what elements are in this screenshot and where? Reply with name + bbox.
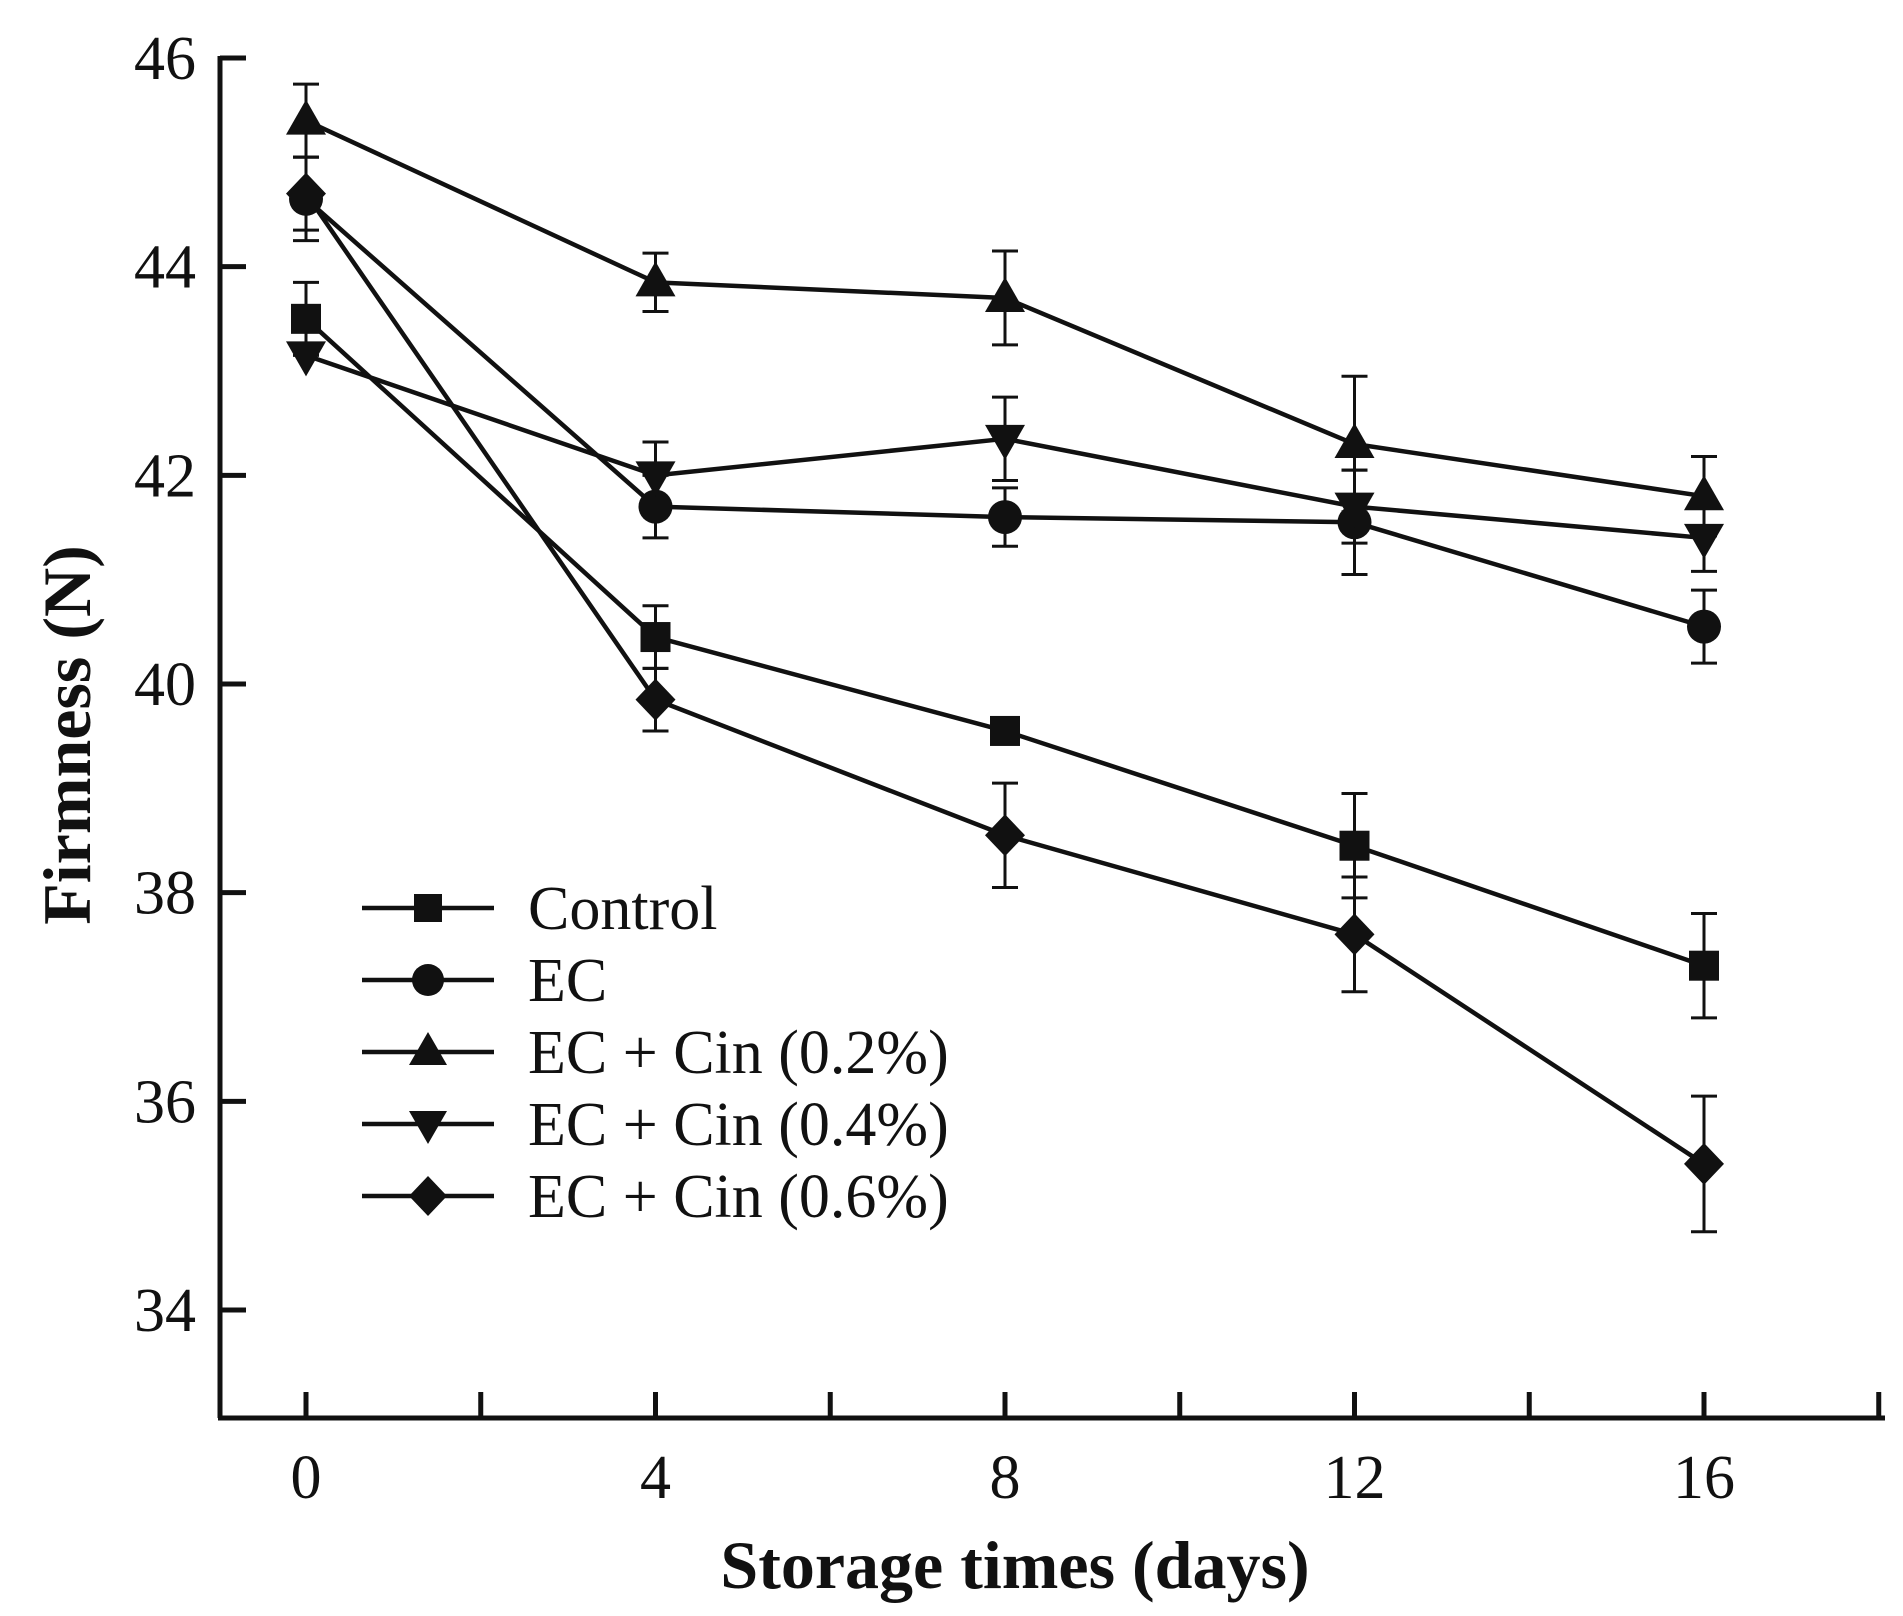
data-point-control-12 — [1339, 830, 1370, 861]
data-point-control-0 — [291, 303, 321, 334]
data-point-ec-4 — [638, 489, 673, 524]
data-point-ec-8 — [988, 500, 1022, 535]
legend-marker — [414, 894, 442, 922]
y-tick-label-34: 34 — [134, 1277, 196, 1345]
data-point-ec-cin-0-6-16 — [1684, 1142, 1724, 1185]
legend-item-ec-cin-0-4: EC + Cin (0.4%) — [362, 1091, 949, 1159]
legend-marker — [409, 1176, 447, 1216]
legend-label: EC + Cin (0.2%) — [528, 1019, 949, 1087]
legend-marker — [409, 1032, 447, 1065]
data-point-ec-cin-0-6-4 — [635, 678, 676, 721]
data-point-ec-cin-0-2-12 — [1334, 423, 1375, 459]
axes: 34 36 38 40 42 44 46 0 4 8 12 16 — [134, 25, 1885, 1512]
legend-label: EC — [528, 947, 607, 1015]
data-point-ec-cin-0-6-0 — [286, 172, 326, 215]
data-point-ec-cin-0-6-8 — [985, 814, 1025, 857]
data-point-control-4 — [640, 622, 671, 653]
data-point-ec-cin-0-4-16 — [1684, 523, 1724, 559]
legend-label: EC + Cin (0.6%) — [528, 1163, 949, 1231]
data-point-ec-cin-0-4-8 — [985, 424, 1025, 460]
data-point-ec-cin-0-6-12 — [1334, 913, 1375, 956]
data-point-ec-cin-0-2-16 — [1684, 475, 1724, 511]
data-point-ec-cin-0-4-4 — [635, 461, 676, 497]
legend-item-ec: EC — [362, 947, 607, 1015]
x-tick-label-4: 4 — [640, 1444, 671, 1512]
data-point-control-8 — [990, 715, 1020, 746]
x-tick-label-16: 16 — [1673, 1444, 1735, 1512]
series-markers — [286, 99, 1724, 1185]
y-tick-label-40: 40 — [134, 651, 196, 719]
legend-marker — [409, 1111, 447, 1144]
data-point-ec-cin-0-4-12 — [1334, 492, 1375, 528]
data-point-ec-cin-0-2-0 — [286, 99, 326, 135]
x-tick-label-8: 8 — [990, 1444, 1021, 1512]
data-point-ec-16 — [1687, 609, 1721, 644]
y-tick-label-38: 38 — [134, 860, 196, 928]
y-tick-label-46: 46 — [134, 25, 196, 93]
y-tick-label-42: 42 — [134, 442, 196, 510]
legend-item-ec-cin-0-2: EC + Cin (0.2%) — [362, 1019, 949, 1087]
x-axis-title: Storage times (days) — [720, 1527, 1309, 1603]
data-point-control-16 — [1689, 950, 1719, 981]
data-point-ec-cin-0-4-0 — [286, 341, 326, 377]
y-tick-label-44: 44 — [134, 234, 196, 302]
legend-item-ec-cin-0-6: EC + Cin (0.6%) — [362, 1163, 949, 1231]
x-tick-label-12: 12 — [1324, 1444, 1386, 1512]
legend-marker — [412, 964, 444, 996]
legend-label: Control — [528, 875, 717, 943]
y-axis-title: Firmness (N) — [29, 545, 105, 925]
legend-label: EC + Cin (0.4%) — [528, 1091, 949, 1159]
y-tick-label-36: 36 — [134, 1068, 196, 1136]
x-tick-label-0: 0 — [291, 1444, 322, 1512]
legend-item-control: Control — [362, 875, 717, 943]
error-bars — [293, 82, 1717, 1234]
data-point-ec-cin-0-2-4 — [635, 261, 676, 297]
data-point-ec-cin-0-2-8 — [985, 276, 1025, 312]
